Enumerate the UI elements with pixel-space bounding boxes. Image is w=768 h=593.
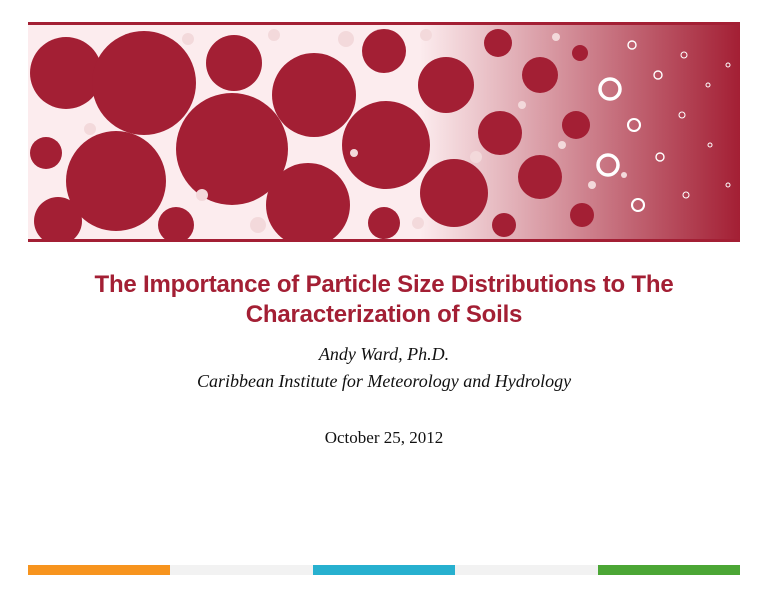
slide-title: The Importance of Particle Size Distribu… (28, 270, 740, 330)
footer-segment (170, 565, 312, 575)
presentation-date: October 25, 2012 (28, 428, 740, 448)
footer-segment (598, 565, 740, 575)
author-name: Andy Ward, Ph.D. (28, 344, 740, 365)
affiliation: Caribbean Institute for Meteorology and … (28, 371, 740, 392)
footer-segment (313, 565, 455, 575)
footer-segment (28, 565, 170, 575)
footer-segment (455, 565, 597, 575)
slide: The Importance of Particle Size Distribu… (0, 0, 768, 593)
footer-stripe (28, 565, 740, 575)
banner-frame (28, 22, 740, 242)
particle-banner (28, 25, 740, 239)
